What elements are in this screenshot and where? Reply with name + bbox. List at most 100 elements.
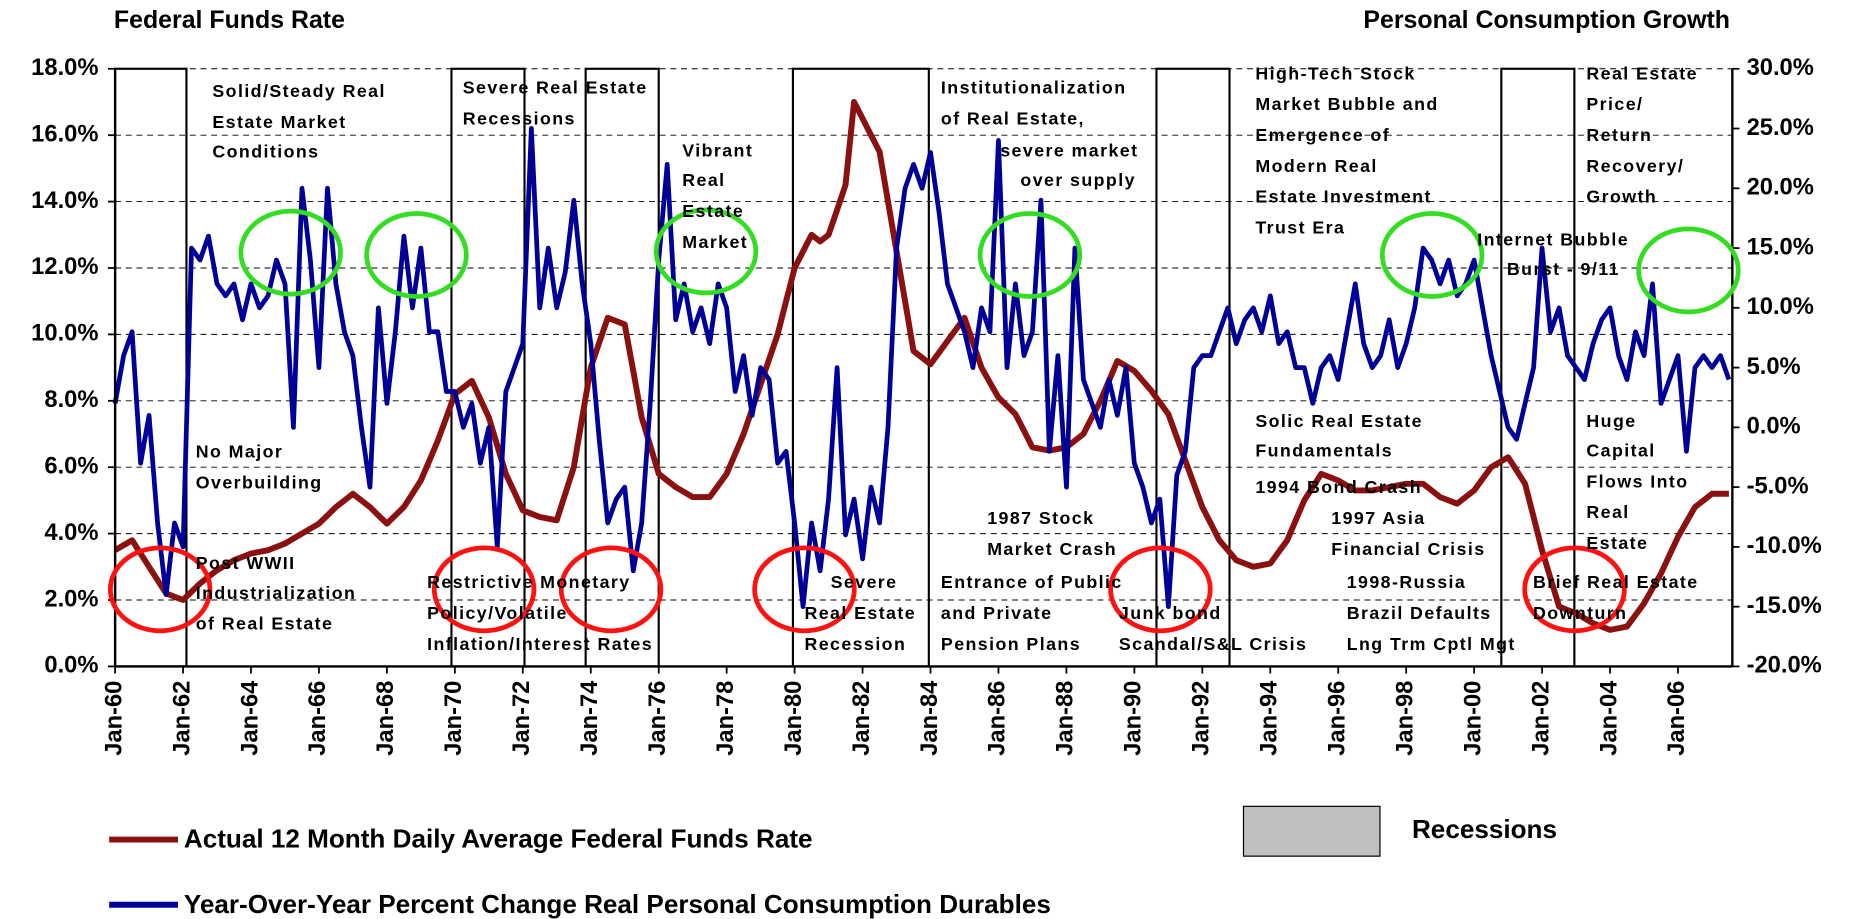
annotation: Recessions bbox=[463, 108, 576, 128]
annotation: Severe Real Estate bbox=[463, 78, 648, 98]
x-tick-label: Jan-80 bbox=[781, 681, 807, 756]
y2-tick-label: -20.0% bbox=[1747, 653, 1822, 679]
highlight-circle bbox=[558, 545, 664, 634]
legend-label: Recessions bbox=[1412, 814, 1557, 844]
annotation: Capital bbox=[1586, 440, 1655, 460]
x-tick-label: Jan-86 bbox=[985, 681, 1011, 756]
legend-swatch bbox=[1242, 805, 1381, 857]
annotation: 1994 Bond Crash bbox=[1255, 477, 1422, 497]
y2-tick-label: -5.0% bbox=[1747, 473, 1809, 499]
annotation: Restrictive Monetary bbox=[427, 572, 630, 592]
annotation: Growth bbox=[1586, 187, 1657, 207]
highlight-circle bbox=[1108, 545, 1213, 634]
x-tick-label: Jan-78 bbox=[713, 681, 739, 756]
chart-title: Federal Funds Rate bbox=[114, 6, 345, 34]
annotation: Post WWII bbox=[196, 553, 296, 573]
y2-tick-label: 20.0% bbox=[1747, 175, 1814, 201]
annotation: of Real Estate bbox=[196, 614, 334, 634]
annotation: Burst - 9/11 bbox=[1507, 259, 1620, 279]
x-tick-label: Jan-06 bbox=[1664, 681, 1690, 756]
y-tick-label: 2.0% bbox=[44, 586, 98, 612]
y-tick-label: 8.0% bbox=[44, 387, 98, 413]
x-tick-label: Jan-82 bbox=[849, 681, 875, 756]
annotation: Market bbox=[682, 232, 748, 252]
highlight-circle bbox=[653, 207, 759, 296]
x-tick-label: Jan-60 bbox=[101, 681, 127, 756]
annotation: Trust Era bbox=[1255, 218, 1345, 238]
x-tick-label: Jan-04 bbox=[1596, 680, 1622, 756]
highlight-circle bbox=[977, 211, 1083, 299]
annotation: Real Estate bbox=[1586, 63, 1698, 83]
annotation: Downturn bbox=[1533, 603, 1627, 623]
annotation: Policy/Volatile bbox=[427, 603, 568, 623]
annotation: High-Tech Stock bbox=[1255, 63, 1415, 83]
annotation: Inflation/Interest Rates bbox=[427, 634, 653, 654]
annotation: Market Crash bbox=[987, 539, 1117, 559]
series-line bbox=[112, 126, 1732, 610]
x-tick-label: Jan-96 bbox=[1324, 681, 1350, 756]
annotation: Estate Market bbox=[212, 112, 346, 132]
x-tick-label: Jan-92 bbox=[1189, 681, 1215, 756]
highlight-circle bbox=[1522, 545, 1627, 634]
x-tick-label: Jan-70 bbox=[441, 681, 467, 756]
y-tick-label: 4.0% bbox=[44, 520, 98, 546]
annotation: Brief Real Estate bbox=[1533, 572, 1699, 592]
annotation: Flows Into bbox=[1586, 471, 1688, 491]
y-tick-label: 0.0% bbox=[44, 653, 98, 679]
legend-label: Year-Over-Year Percent Change Real Perso… bbox=[184, 889, 1051, 919]
annotation: Brazil Defaults bbox=[1347, 603, 1492, 623]
annotation: Scandal/S&L Crisis bbox=[1119, 634, 1307, 654]
annotation: Solic Real Estate bbox=[1255, 411, 1423, 431]
annotation: Solid/Steady Real bbox=[212, 81, 385, 101]
highlight-circle bbox=[238, 208, 343, 297]
annotation: Estate Investment bbox=[1255, 187, 1431, 207]
annotation: Conditions bbox=[212, 142, 319, 162]
y2-tick-label: 30.0% bbox=[1747, 55, 1814, 81]
annotation: 1997 Asia bbox=[1331, 508, 1425, 528]
x-tick-label: Jan-88 bbox=[1053, 681, 1079, 756]
annotation: Huge bbox=[1586, 411, 1636, 431]
annotation: 1998-Russia bbox=[1347, 572, 1466, 592]
annotation: Estate bbox=[1586, 533, 1648, 553]
y2-tick-label: -15.0% bbox=[1747, 593, 1822, 619]
y-tick-label: 14.0% bbox=[31, 188, 98, 214]
annotation: Price/ bbox=[1586, 94, 1643, 114]
annotation: Internet Bubble bbox=[1477, 229, 1629, 249]
recession-box bbox=[114, 67, 188, 668]
y2-tick-label: 0.0% bbox=[1747, 414, 1801, 440]
highlight-circle bbox=[1379, 211, 1485, 299]
annotation: Overbuilding bbox=[196, 473, 323, 493]
annotation: of Real Estate, bbox=[941, 108, 1085, 128]
y-tick-label: 10.0% bbox=[31, 321, 98, 347]
y2-tick-label: 5.0% bbox=[1747, 354, 1801, 380]
y2-tick-label: -10.0% bbox=[1747, 533, 1822, 559]
annotation: Lng Trm Cptl Mgt bbox=[1347, 634, 1516, 654]
annotation: Institutionalization bbox=[941, 78, 1127, 98]
annotation: Recession bbox=[804, 634, 906, 654]
annotation: Real bbox=[682, 170, 725, 190]
y-tick-label: 18.0% bbox=[31, 55, 98, 81]
x-tick-label: Jan-68 bbox=[373, 681, 399, 756]
annotation: Modern Real bbox=[1255, 156, 1377, 176]
annotation: Estate bbox=[682, 201, 744, 221]
x-tick-label: Jan-84 bbox=[917, 680, 943, 756]
x-tick-label: Jan-00 bbox=[1460, 681, 1486, 756]
highlight-circle bbox=[431, 545, 537, 634]
y-tick-label: 6.0% bbox=[44, 453, 98, 479]
y2-tick-label: 25.0% bbox=[1747, 115, 1814, 141]
y-tick-label: 12.0% bbox=[31, 254, 98, 280]
annotation: Severe bbox=[831, 572, 898, 592]
y2-tick-label: 10.0% bbox=[1747, 294, 1814, 320]
y-tick-label: 16.0% bbox=[31, 121, 98, 147]
annotation: Real Estate bbox=[804, 603, 916, 623]
y2-tick-label: 15.0% bbox=[1747, 234, 1814, 260]
annotation: Pension Plans bbox=[941, 634, 1081, 654]
x-tick-label: Jan-74 bbox=[577, 680, 603, 756]
x-tick-label: Jan-94 bbox=[1257, 680, 1283, 756]
annotation: No Major bbox=[196, 442, 283, 462]
annotation: Emergence of bbox=[1255, 125, 1390, 145]
x-tick-label: Jan-66 bbox=[305, 681, 331, 756]
legend-label: Actual 12 Month Daily Average Federal Fu… bbox=[184, 824, 813, 854]
highlight-circle bbox=[752, 545, 857, 634]
